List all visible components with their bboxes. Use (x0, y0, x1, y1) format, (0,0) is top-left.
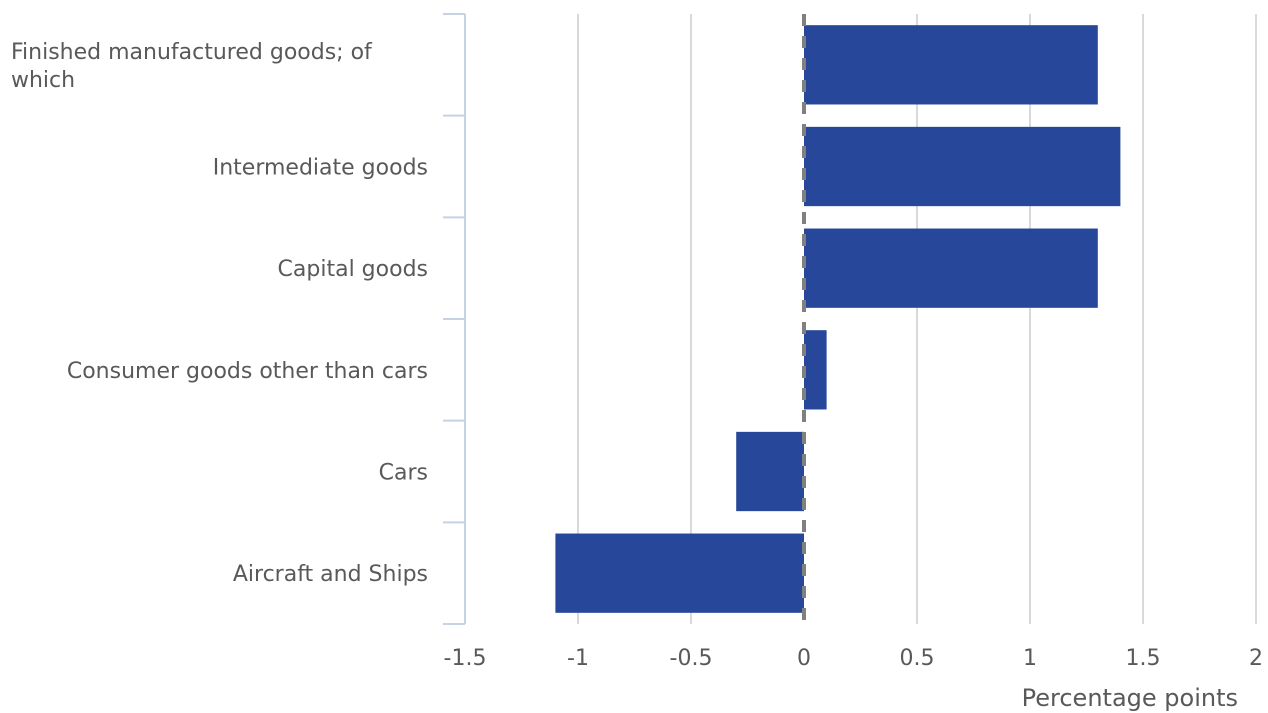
category-label: Aircraft and Ships (233, 562, 428, 587)
category-label: Capital goods (278, 257, 428, 282)
bar (555, 533, 804, 613)
bar (736, 431, 804, 512)
x-tick-label: 1 (1023, 646, 1037, 671)
x-tick-label: 1.5 (1126, 646, 1161, 671)
bars (555, 25, 1121, 613)
category-axis (443, 13, 466, 625)
x-tick-label: -1.5 (444, 646, 487, 671)
x-tick-label: -1 (567, 646, 589, 671)
category-labels: Finished manufactured goods; of which Inte… (11, 40, 428, 587)
x-tick-label: 2 (1249, 646, 1263, 671)
bar (804, 228, 1098, 308)
x-axis-title: Percentage points (1022, 684, 1238, 712)
x-tick-label: -0.5 (670, 646, 713, 671)
bar (804, 25, 1098, 105)
x-tick-labels: -1.5 -1 -0.5 0 0.5 1 1.5 2 (444, 646, 1263, 671)
category-label: Intermediate goods (213, 156, 428, 181)
x-tick-label: 0.5 (900, 646, 935, 671)
category-label: Finished manufactured goods; of which (11, 40, 373, 93)
x-tick-label: 0 (797, 646, 811, 671)
category-label: Cars (379, 461, 428, 486)
bar (804, 126, 1121, 207)
category-label: Consumer goods other than cars (67, 359, 428, 384)
gridlines (464, 14, 1257, 624)
bar (804, 330, 827, 410)
